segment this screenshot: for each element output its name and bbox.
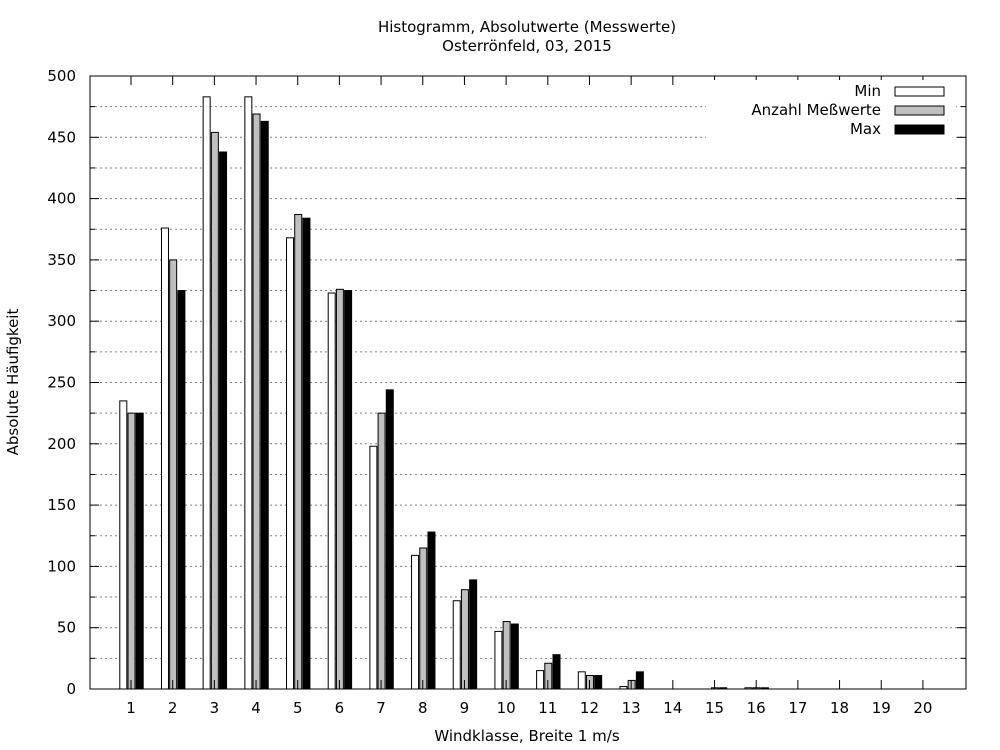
x-tick-label: 7 [376,699,386,717]
bar-min [160,227,169,690]
legend-label: Max [850,120,881,138]
x-tick-label: 5 [293,699,303,717]
x-tick-label: 2 [168,699,178,717]
y-tick-label: 0 [66,680,76,698]
bar-anzahl-me-werte [419,547,428,690]
bar-max [594,675,603,690]
x-axis: 1 2 3 4 5 6 7 8 9 10 11 12 13 14 15 16 17 18 19 20 [126,76,932,717]
legend-swatch [894,124,945,135]
y-tick-label: 50 [57,619,76,637]
bar-max [469,579,478,690]
y-axis: 0 50 100 150 200 250 300 350 400 450 500 [47,67,966,698]
bar-max [510,623,519,690]
bar-min [536,670,545,690]
bar-anzahl-me-werte [294,214,303,690]
x-tick-label: 1 [126,699,136,717]
y-axis-label: Absolute Häufigkeit [4,309,22,456]
x-tick-label: 20 [913,699,932,717]
x-tick-label: 8 [418,699,428,717]
x-tick-label: 12 [580,699,599,717]
bar-max [135,412,144,690]
bar-min [286,237,295,690]
x-tick-label: 13 [622,699,641,717]
x-tick-label: 4 [251,699,261,717]
bar-max [385,389,394,690]
bar-max [302,217,311,690]
x-tick-label: 16 [747,699,766,717]
bar-max [219,151,228,690]
bar-anzahl-me-werte [252,113,261,690]
bar-min [452,600,461,690]
bar-max [344,290,353,690]
x-tick-label: 14 [663,699,682,717]
bar-min [369,445,378,690]
legend-swatch [894,105,945,116]
bar-min [411,554,420,690]
bar-max [552,654,561,690]
bar-anzahl-me-werte [127,412,136,690]
bar-max [635,671,644,690]
y-tick-label: 100 [47,557,76,575]
bar-anzahl-me-werte [377,412,386,690]
bar-anzahl-me-werte [460,589,469,690]
bar-anzahl-me-werte [335,288,344,690]
bar-min [327,292,336,690]
x-tick-label: 15 [705,699,724,717]
y-tick-label: 450 [47,128,76,146]
y-tick-label: 500 [47,67,76,85]
legend-label: Min [854,82,881,100]
bar-min [577,671,586,690]
chart-subtitle: Osterrönfeld, 03, 2015 [442,37,612,55]
bar-min [494,630,503,690]
chart-title: Histogramm, Absolutwerte (Messwerte) [378,18,676,36]
y-tick-label: 350 [47,251,76,269]
x-tick-label: 11 [538,699,557,717]
bar-anzahl-me-werte [210,131,219,690]
bar-min [244,96,253,690]
y-tick-label: 400 [47,190,76,208]
y-tick-label: 300 [47,312,76,330]
x-tick-label: 19 [872,699,891,717]
bar-max [427,531,436,690]
bar-anzahl-me-werte [502,621,511,690]
x-tick-label: 10 [497,699,516,717]
bar-anzahl-me-werte [169,259,178,690]
legend-swatch [894,86,945,97]
y-tick-label: 200 [47,435,76,453]
bar-max [260,120,269,690]
y-tick-label: 250 [47,374,76,392]
bar-min [119,400,128,690]
plot-frame [89,75,967,690]
bars [119,96,769,690]
bar-max [177,290,186,690]
x-tick-label: 6 [335,699,345,717]
y-tick-label: 150 [47,496,76,514]
x-tick-label: 9 [460,699,470,717]
bar-min [202,96,211,690]
x-tick-label: 18 [830,699,849,717]
x-tick-label: 3 [210,699,220,717]
legend-label: Anzahl Meßwerte [751,101,881,119]
x-tick-label: 17 [788,699,807,717]
x-axis-label: Windklasse, Breite 1 m/s [434,727,620,745]
